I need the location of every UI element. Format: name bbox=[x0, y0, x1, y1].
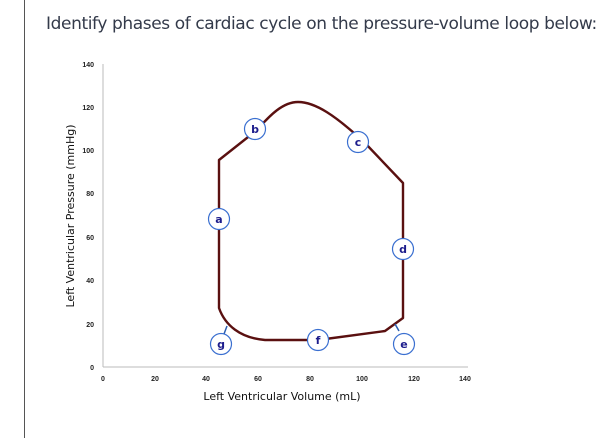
page-left-border bbox=[24, 0, 25, 438]
y-axis-title: Left Ventricular Pressure (mmHg) bbox=[64, 124, 77, 307]
svg-text:b: b bbox=[251, 123, 259, 136]
svg-text:80: 80 bbox=[306, 376, 314, 383]
svg-text:80: 80 bbox=[86, 191, 94, 198]
pv-loop-curve bbox=[217, 100, 405, 342]
x-axis-title: Left Ventricular Volume (mL) bbox=[203, 390, 360, 403]
label-b: b bbox=[243, 117, 267, 141]
svg-text:e: e bbox=[400, 338, 407, 351]
svg-text:40: 40 bbox=[202, 376, 210, 383]
svg-text:20: 20 bbox=[86, 322, 94, 329]
svg-text:100: 100 bbox=[82, 148, 94, 155]
svg-text:100: 100 bbox=[356, 376, 368, 383]
svg-text:120: 120 bbox=[82, 105, 94, 112]
y-axis-ticks: 140 120 100 80 60 40 20 0 bbox=[82, 62, 94, 372]
svg-text:140: 140 bbox=[459, 376, 471, 383]
svg-text:0: 0 bbox=[90, 365, 94, 372]
svg-text:40: 40 bbox=[86, 278, 94, 285]
svg-text:60: 60 bbox=[86, 235, 94, 242]
question-text: Identify phases of cardiac cycle on the … bbox=[46, 14, 597, 34]
svg-text:g: g bbox=[217, 338, 225, 351]
label-a: a bbox=[207, 207, 231, 231]
svg-text:a: a bbox=[215, 213, 222, 226]
svg-text:60: 60 bbox=[254, 376, 262, 383]
svg-text:120: 120 bbox=[408, 376, 420, 383]
label-d: d bbox=[391, 237, 415, 261]
svg-text:d: d bbox=[399, 243, 407, 256]
leader-e bbox=[394, 323, 400, 332]
label-f: f bbox=[306, 328, 330, 352]
label-g: g bbox=[209, 332, 233, 356]
svg-text:140: 140 bbox=[82, 62, 94, 69]
svg-text:c: c bbox=[355, 136, 362, 149]
leader-g bbox=[223, 325, 228, 335]
svg-text:20: 20 bbox=[151, 376, 159, 383]
svg-text:0: 0 bbox=[101, 376, 105, 383]
svg-text:f: f bbox=[316, 334, 321, 347]
label-e: e bbox=[392, 332, 416, 356]
label-c: c bbox=[346, 130, 370, 154]
x-axis-ticks: 0 20 40 60 80 100 120 140 bbox=[101, 376, 471, 383]
